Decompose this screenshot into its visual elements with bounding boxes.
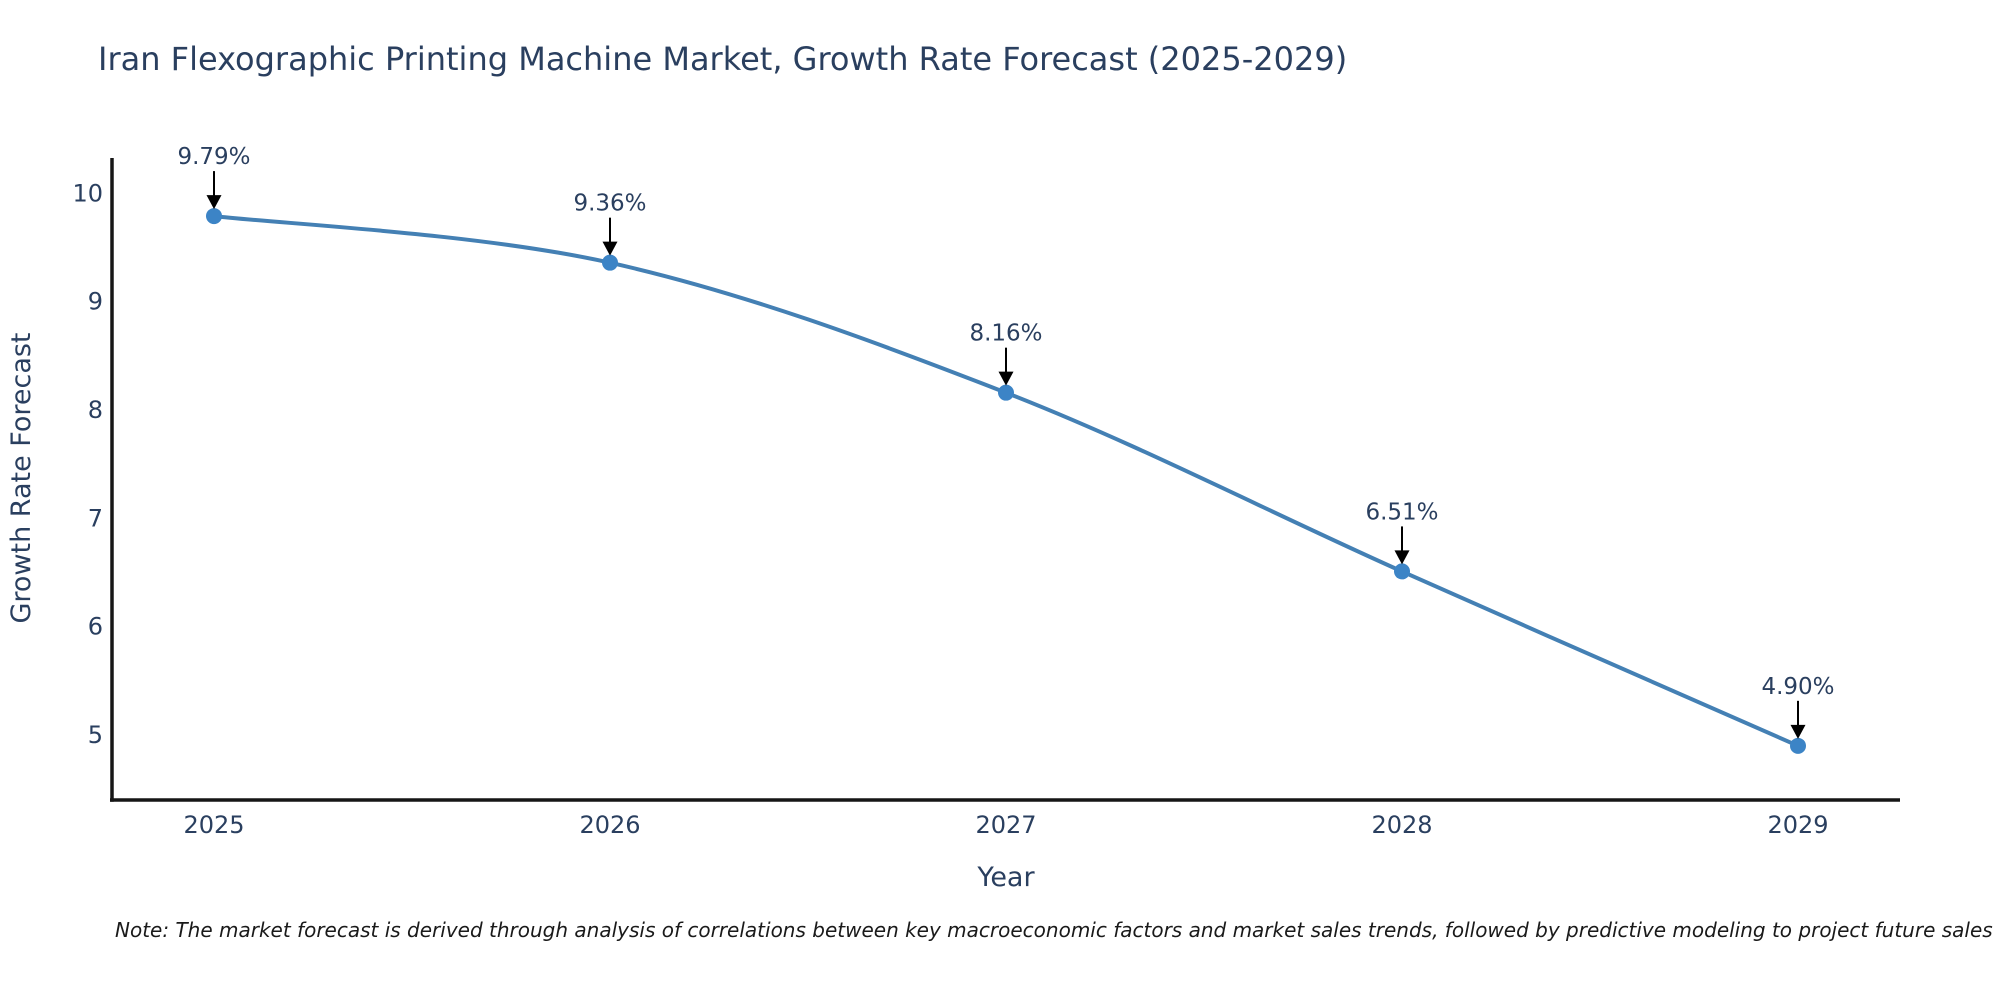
x-tick-label: 2028 <box>1371 811 1432 839</box>
annotation-arrowhead-icon <box>1394 550 1410 565</box>
x-tick-labels: 2025 2026 2027 2028 2029 <box>183 811 1828 839</box>
y-axis-title: Growth Rate Forecast <box>6 332 37 623</box>
data-point-marker <box>998 384 1014 401</box>
annotation-arrowhead-icon <box>998 371 1014 386</box>
data-point-marker <box>1790 737 1806 754</box>
y-tick-label: 10 <box>72 179 103 207</box>
y-tick-label: 5 <box>88 721 103 749</box>
annotation-label: 9.36% <box>573 191 646 217</box>
y-tick-label: 7 <box>88 504 103 532</box>
annotation-arrowhead-icon <box>206 195 222 210</box>
annotation-label: 4.90% <box>1761 674 1834 700</box>
annotation-label: 6.51% <box>1365 499 1438 525</box>
x-tick-label: 2027 <box>975 811 1036 839</box>
y-tick-label: 8 <box>88 396 103 424</box>
chart-title: Iran Flexographic Printing Machine Marke… <box>98 40 1347 78</box>
x-axis-title: Year <box>976 862 1035 893</box>
data-point-marker <box>206 208 222 225</box>
footnote: Note: The market forecast is derived thr… <box>115 918 1993 942</box>
forecast-line-series <box>206 208 1806 754</box>
y-tick-labels: 5 6 7 8 9 10 <box>72 179 103 749</box>
data-point-marker <box>602 254 618 271</box>
series-line <box>212 214 1800 748</box>
x-tick-label: 2025 <box>183 811 244 839</box>
annotation-arrowhead-icon <box>602 241 618 256</box>
axes <box>110 158 1900 802</box>
annotation-label: 8.16% <box>969 321 1042 347</box>
annotation-label: 9.79% <box>177 144 250 170</box>
data-point-marker <box>1394 563 1410 580</box>
x-tick-label: 2029 <box>1767 811 1828 839</box>
annotation-arrowhead-icon <box>1790 724 1806 739</box>
y-tick-label: 9 <box>88 288 103 316</box>
x-tick-label: 2026 <box>579 811 640 839</box>
point-annotations: 9.79% 9.36% 8.16% 6.51% 4.90% <box>177 144 1835 739</box>
y-tick-label: 6 <box>88 613 103 641</box>
